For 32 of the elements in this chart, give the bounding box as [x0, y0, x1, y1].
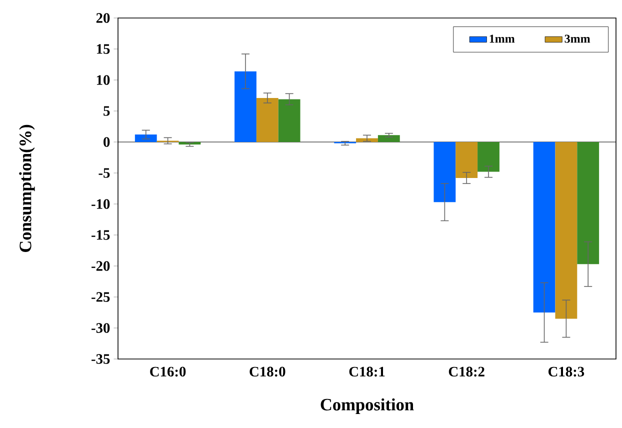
y-tick-label: -25 [92, 292, 110, 302]
bar [134, 134, 157, 142]
bar [456, 142, 478, 178]
y-tick-label: -35 [92, 354, 110, 364]
x-tick-label: C18:2 [448, 366, 484, 377]
x-tick-label: C18:1 [349, 366, 385, 377]
legend-label: 1mm [490, 34, 515, 43]
y-tick-label: 15 [96, 44, 110, 54]
y-tick-label: 10 [96, 75, 110, 85]
bar [533, 142, 556, 312]
y-tick-label: -20 [92, 261, 110, 271]
y-tick-label: 20 [96, 13, 110, 23]
bar [555, 142, 578, 319]
x-tick-label: C18:0 [250, 366, 286, 377]
x-tick-label: C16:0 [150, 366, 186, 377]
y-tick-label: -10 [92, 199, 110, 209]
y-tick-label: 5 [104, 106, 110, 116]
bar [256, 98, 278, 142]
bar [478, 142, 500, 172]
bar [577, 142, 600, 264]
y-tick-label: -30 [92, 323, 110, 333]
x-tick-label: C18:3 [548, 366, 584, 377]
y-tick-label: -15 [92, 230, 110, 240]
bar [378, 135, 400, 142]
y-tick-label: -5 [98, 168, 110, 178]
bar [278, 99, 300, 142]
x-axis-title: Composition [320, 398, 414, 414]
bar [434, 142, 456, 202]
y-tick-label: 0 [104, 137, 110, 147]
y-axis-title: Consumption(%) [19, 124, 35, 252]
legend-label: 3mm [564, 34, 590, 43]
bar [234, 71, 256, 142]
